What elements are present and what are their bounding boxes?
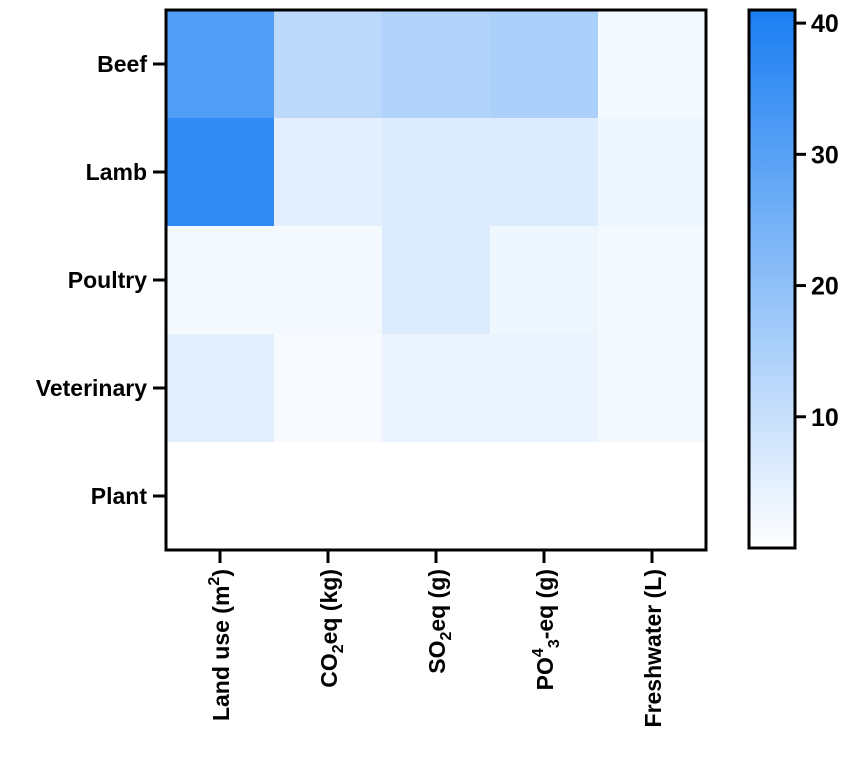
row-label: Plant — [91, 483, 148, 509]
colorbar: 10 20 30 40 — [747, 8, 839, 550]
column-label-superscript: 2 — [206, 577, 223, 586]
column-label-base: Land use (m — [208, 586, 234, 721]
column-label: PO43-eq (g) — [530, 569, 563, 690]
colorbar-tick-label: 40 — [811, 10, 839, 38]
column-label-subscript: 2 — [438, 632, 455, 641]
column-labels: Land use (m2)CO2eq (kg)SO2eq (g)PO43-eq … — [206, 550, 666, 727]
heatmap-cell — [598, 226, 707, 335]
column-label-base: Freshwater (L) — [640, 569, 666, 727]
column-label-base: CO — [316, 653, 342, 688]
column-label-base: PO — [532, 657, 558, 690]
row-label: Veterinary — [36, 375, 147, 401]
column-label: Land use (m2) — [206, 569, 234, 721]
column-label-rest: eq (g) — [424, 569, 450, 632]
heatmap-cell — [382, 118, 491, 227]
column-label-rest: ) — [208, 569, 234, 577]
row-labels: Beef Lamb Poultry Veterinary Plant — [36, 51, 166, 509]
heatmap-cell — [382, 10, 491, 119]
heatmap-cell — [490, 226, 599, 335]
column-label-rest: eq (kg) — [316, 569, 342, 644]
heatmap-cell — [274, 226, 383, 335]
heatmap-cells — [166, 10, 707, 551]
heatmap-cell — [274, 118, 383, 227]
heatmap-cell — [274, 10, 383, 119]
column-label-base: SO — [424, 641, 450, 674]
row-label: Lamb — [86, 159, 147, 185]
colorbar-fill — [749, 10, 795, 548]
heatmap-cell — [490, 442, 599, 551]
heatmap-cell — [166, 226, 275, 335]
column-label: Freshwater (L) — [640, 569, 666, 727]
colorbar-frame — [747, 8, 797, 550]
column-label: SO2eq (g) — [424, 569, 455, 674]
column-label-superscript: 4 — [530, 648, 547, 657]
heatmap-cell — [382, 334, 491, 443]
heatmap-cell — [490, 118, 599, 227]
colorbar-tick-label: 10 — [811, 404, 839, 432]
heatmap-cell — [598, 10, 707, 119]
heatmap-cell — [490, 10, 599, 119]
heatmap-cell — [382, 442, 491, 551]
heatmap-cell — [166, 10, 275, 119]
row-label: Poultry — [68, 267, 147, 293]
row-label: Beef — [97, 51, 147, 77]
column-label-subscript: 3 — [546, 639, 563, 648]
heatmap-cell — [382, 226, 491, 335]
colorbar-tick-label: 30 — [811, 141, 839, 169]
column-label: CO2eq (kg) — [316, 569, 347, 688]
heatmap-cell — [598, 334, 707, 443]
heatmap-cell — [274, 334, 383, 443]
heatmap-cell — [166, 334, 275, 443]
heatmap-cell — [598, 442, 707, 551]
column-label-rest: -eq (g) — [532, 569, 558, 639]
heatmap-cell — [490, 334, 599, 443]
heatmap-cell — [166, 442, 275, 551]
heatmap-cell — [598, 118, 707, 227]
colorbar-tick-label: 20 — [811, 273, 839, 301]
column-label-subscript: 2 — [330, 644, 347, 653]
heatmap-cell — [274, 442, 383, 551]
heatmap-cell — [166, 118, 275, 227]
